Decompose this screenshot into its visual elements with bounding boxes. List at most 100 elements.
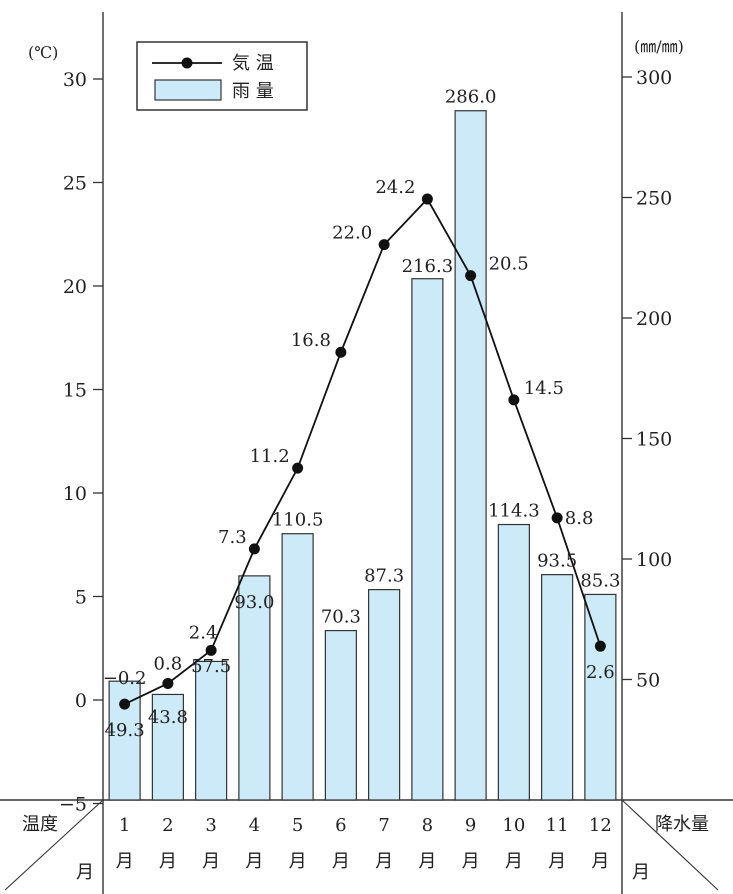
temperature-point: [335, 346, 347, 358]
corner-rain-label: 降水量: [655, 814, 709, 835]
month-number: 12: [589, 815, 612, 836]
month-suffix: 月: [245, 851, 263, 872]
left-tick-label: 25: [63, 173, 87, 195]
temperature-value-label: 22.0: [332, 223, 372, 244]
legend-marker-sample: [181, 57, 193, 69]
corner-diagonal-left: [4, 799, 104, 891]
rainfall-bar: [195, 660, 228, 801]
data-labels: 49.343.8 57.5 93.0 110.5 70.387.3 216.3 286.0 1…: [103, 87, 621, 741]
month-number: 2: [162, 815, 173, 836]
month-suffix: 月: [418, 851, 436, 872]
rainfall-bar: [411, 278, 444, 801]
month-suffix: 月: [505, 851, 523, 872]
rainfall-bars: [108, 110, 617, 801]
temperature-point: [119, 698, 131, 710]
month-suffix: 月: [462, 851, 480, 872]
temperature-point: [551, 512, 563, 524]
month-number: 5: [292, 815, 303, 836]
temperature-value-label: −0.2: [103, 668, 147, 689]
temperature-value-label: 2.6: [586, 662, 615, 683]
rainfall-bar: [281, 533, 314, 801]
axes: 302520151050−5300250200150100501月2月3月4月5…: [0, 12, 733, 894]
temperature-value-label: 24.2: [375, 177, 415, 198]
left-axis-unit: (℃): [28, 43, 58, 62]
rainfall-bar: [497, 523, 530, 801]
rainfall-value-label: 110.5: [272, 510, 324, 531]
temperature-value-label: 14.5: [524, 378, 564, 399]
temperature-value-label: 20.5: [489, 254, 529, 275]
rainfall-bar: [238, 575, 271, 801]
right-tick-label: 100: [636, 549, 672, 571]
rainfall-value-label: 216.3: [402, 256, 454, 277]
right-tick-label: 150: [636, 429, 672, 451]
month-number: 8: [422, 815, 433, 836]
right-tick-label: 50: [636, 670, 660, 692]
temperature-point: [378, 239, 390, 251]
rainfall-value-label: 286.0: [445, 87, 497, 108]
rainfall-bar: [541, 574, 574, 801]
corner-month-left-label: 月: [76, 862, 94, 883]
corner-temp-label: 温度: [22, 814, 58, 835]
temperature-point: [465, 270, 477, 282]
left-tick-label: 20: [63, 276, 87, 298]
left-tick-label: 15: [63, 380, 87, 402]
left-tick-label: 5: [75, 587, 87, 609]
month-number: 7: [378, 815, 389, 836]
temperature-value-label: 11.2: [250, 446, 290, 467]
rainfall-bar: [454, 110, 487, 801]
rainfall-bar: [324, 629, 357, 801]
legend: 気 温 雨 量: [136, 41, 308, 111]
legend-rainfall-label: 雨 量: [232, 81, 274, 102]
temperature-point: [248, 543, 260, 555]
temperature-point: [205, 644, 217, 656]
rainfall-value-label: 57.5: [191, 656, 231, 677]
month-suffix: 月: [548, 851, 566, 872]
month-suffix: 月: [202, 851, 220, 872]
month-suffix: 月: [591, 851, 609, 872]
rainfall-value-label: 93.0: [234, 592, 274, 613]
temperature-value-label: 2.4: [189, 622, 218, 643]
month-number: 3: [205, 815, 216, 836]
rainfall-value-label: 114.3: [488, 501, 540, 522]
month-suffix: 月: [332, 851, 350, 872]
temperature-polyline: [124, 197, 602, 705]
rainfall-value-label: 43.8: [148, 707, 188, 728]
left-tick-label: −5: [59, 794, 87, 816]
month-suffix: 月: [116, 851, 134, 872]
right-axis-unit: (㎜/㎜): [634, 37, 684, 56]
month-suffix: 月: [289, 851, 307, 872]
corner-month-right-label: 月: [632, 862, 650, 883]
corner-labels: 温度 月 降水量 月: [22, 814, 709, 883]
left-tick-label: 0: [75, 690, 87, 712]
rainfall-bar: [151, 693, 184, 801]
rainfall-value-label: 87.3: [364, 566, 404, 587]
temperature-point: [162, 677, 174, 689]
right-tick-label: 300: [636, 67, 672, 89]
left-tick-label: 30: [63, 69, 87, 91]
rainfall-value-label: 49.3: [105, 720, 145, 741]
corner-diagonal-right: [621, 799, 719, 891]
temperature-point: [292, 462, 304, 474]
month-number: 4: [249, 815, 260, 836]
temperature-value-label: 0.8: [154, 653, 183, 674]
left-tick-label: 10: [63, 483, 87, 505]
month-number: 10: [502, 815, 525, 836]
temperature-point: [508, 394, 520, 406]
rainfall-value-label: 93.5: [537, 551, 577, 572]
right-tick-label: 200: [636, 308, 672, 330]
rainfall-value-label: 70.3: [321, 607, 361, 628]
rainfall-value-label: 85.3: [580, 570, 620, 591]
legend-bar-sample: [154, 79, 222, 101]
rainfall-bar: [584, 593, 617, 801]
month-number: 6: [335, 815, 346, 836]
month-number: 11: [546, 815, 569, 836]
month-number: 9: [465, 815, 476, 836]
temperature-line: [119, 193, 606, 710]
month-suffix: 月: [375, 851, 393, 872]
temperature-value-label: 8.8: [565, 508, 594, 529]
legend-temperature-label: 気 温: [232, 53, 274, 74]
rainfall-bar: [368, 589, 401, 801]
temperature-value-label: 16.8: [291, 330, 331, 351]
right-tick-label: 250: [636, 188, 672, 210]
